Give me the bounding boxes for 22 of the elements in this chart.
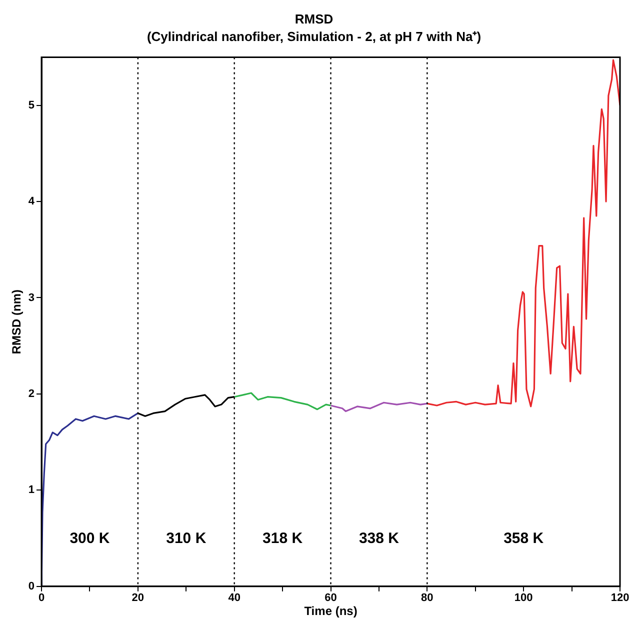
annotation: 300 K xyxy=(70,530,110,547)
x-tick-label: 20 xyxy=(132,592,144,604)
y-tick-label: 5 xyxy=(28,99,35,112)
y-tick-label: 2 xyxy=(28,388,35,400)
annotation: 358 K xyxy=(504,530,544,547)
y-tick-label: 1 xyxy=(28,484,35,496)
x-tick-label: 80 xyxy=(421,592,434,604)
annotation: 310 K xyxy=(166,530,206,547)
y-tick-label: 4 xyxy=(28,196,36,208)
x-tick-label: 60 xyxy=(324,592,337,604)
y-tick-label: 3 xyxy=(28,292,35,304)
annotation: 338 K xyxy=(358,530,400,547)
annotation: 318 K xyxy=(262,530,303,547)
y-axis-title: RMSD (nm) xyxy=(10,289,24,354)
x-tick-label: 40 xyxy=(228,592,240,604)
chart-subtitle: (Cylindrical nanofiber, Simulation - 2, at pH 7 with Na⁺) xyxy=(146,28,482,44)
x-tick-label: 100 xyxy=(514,592,533,604)
x-axis-title: Time (ns) xyxy=(304,604,358,618)
chart-title: RMSD xyxy=(294,11,334,26)
x-tick-label: 120 xyxy=(610,592,630,604)
y-tick-label: 0 xyxy=(28,580,35,592)
x-tick-label: 0 xyxy=(38,592,45,604)
